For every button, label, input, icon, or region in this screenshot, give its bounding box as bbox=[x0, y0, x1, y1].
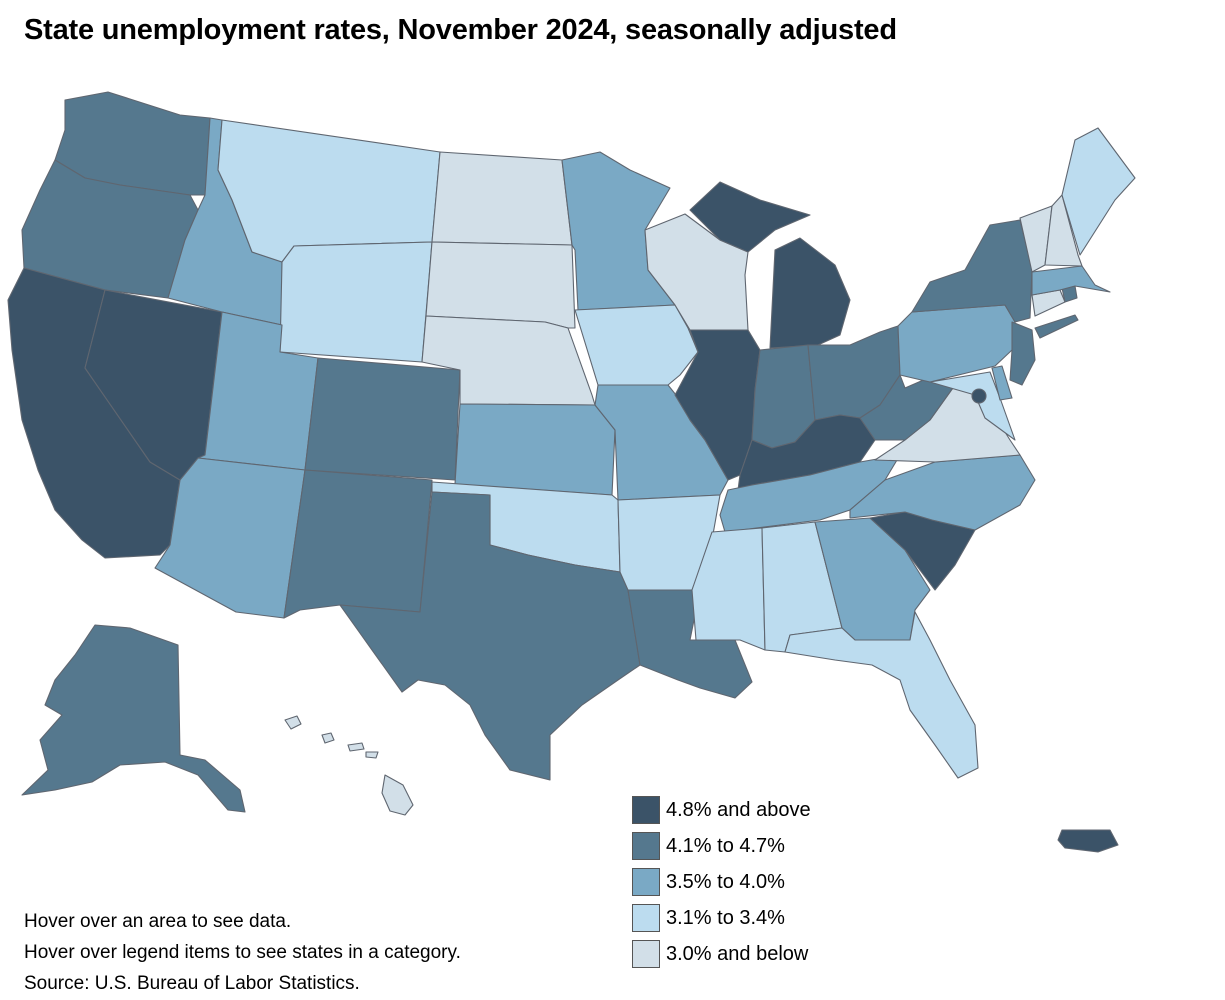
state-tx[interactable] bbox=[339, 491, 641, 781]
state-nm[interactable] bbox=[283, 469, 433, 619]
state-wy[interactable] bbox=[279, 241, 433, 363]
state-co[interactable] bbox=[304, 357, 461, 481]
state-ma[interactable] bbox=[1031, 265, 1111, 296]
map-title: State unemployment rates, November 2024,… bbox=[24, 14, 897, 46]
source-note: Source: U.S. Bureau of Labor Statistics. bbox=[24, 973, 360, 994]
state-fl[interactable] bbox=[784, 611, 979, 779]
legend-label: 4.8% and above bbox=[666, 798, 811, 821]
state-nj[interactable] bbox=[1009, 321, 1036, 386]
legend-label: 3.0% and below bbox=[666, 942, 809, 965]
state-ak[interactable] bbox=[21, 624, 246, 813]
state-il[interactable] bbox=[674, 329, 761, 481]
legend-swatch bbox=[632, 796, 660, 824]
legend-item-c5[interactable]: 4.8% and above bbox=[632, 792, 811, 828]
state-me[interactable] bbox=[1061, 127, 1136, 256]
state-nd[interactable] bbox=[431, 151, 573, 246]
legend-label: 3.1% to 3.4% bbox=[666, 906, 785, 929]
legend-item-c1[interactable]: 3.0% and below bbox=[632, 936, 811, 972]
legend-label: 4.1% to 4.7% bbox=[666, 834, 785, 857]
state-ia[interactable] bbox=[574, 304, 699, 386]
state-wv[interactable] bbox=[859, 374, 956, 441]
legend-item-c3[interactable]: 3.5% to 4.0% bbox=[632, 864, 811, 900]
legend-swatch bbox=[632, 832, 660, 860]
legend-swatch bbox=[632, 904, 660, 932]
state-mi[interactable] bbox=[689, 181, 851, 349]
state-hi[interactable] bbox=[284, 715, 414, 816]
state-dc[interactable] bbox=[971, 388, 987, 404]
hover-area-note: Hover over an area to see data. bbox=[24, 911, 292, 932]
legend-swatch bbox=[632, 868, 660, 896]
state-pr[interactable] bbox=[1057, 829, 1119, 853]
state-de[interactable] bbox=[991, 365, 1013, 401]
footnotes: Hover over an area to see data. Hover ov… bbox=[24, 906, 461, 999]
state-sd[interactable] bbox=[425, 241, 576, 329]
legend-swatch bbox=[632, 940, 660, 968]
state-mt[interactable] bbox=[217, 119, 441, 263]
legend: 4.8% and above 4.1% to 4.7% 3.5% to 4.0%… bbox=[632, 792, 811, 972]
legend-label: 3.5% to 4.0% bbox=[666, 870, 785, 893]
legend-item-c2[interactable]: 3.1% to 3.4% bbox=[632, 900, 811, 936]
hover-legend-note: Hover over legend items to see states in… bbox=[24, 942, 461, 963]
state-wi[interactable] bbox=[644, 213, 749, 331]
state-ks[interactable] bbox=[454, 403, 616, 496]
state-nh[interactable] bbox=[1044, 194, 1083, 267]
legend-item-c4[interactable]: 4.1% to 4.7% bbox=[632, 828, 811, 864]
